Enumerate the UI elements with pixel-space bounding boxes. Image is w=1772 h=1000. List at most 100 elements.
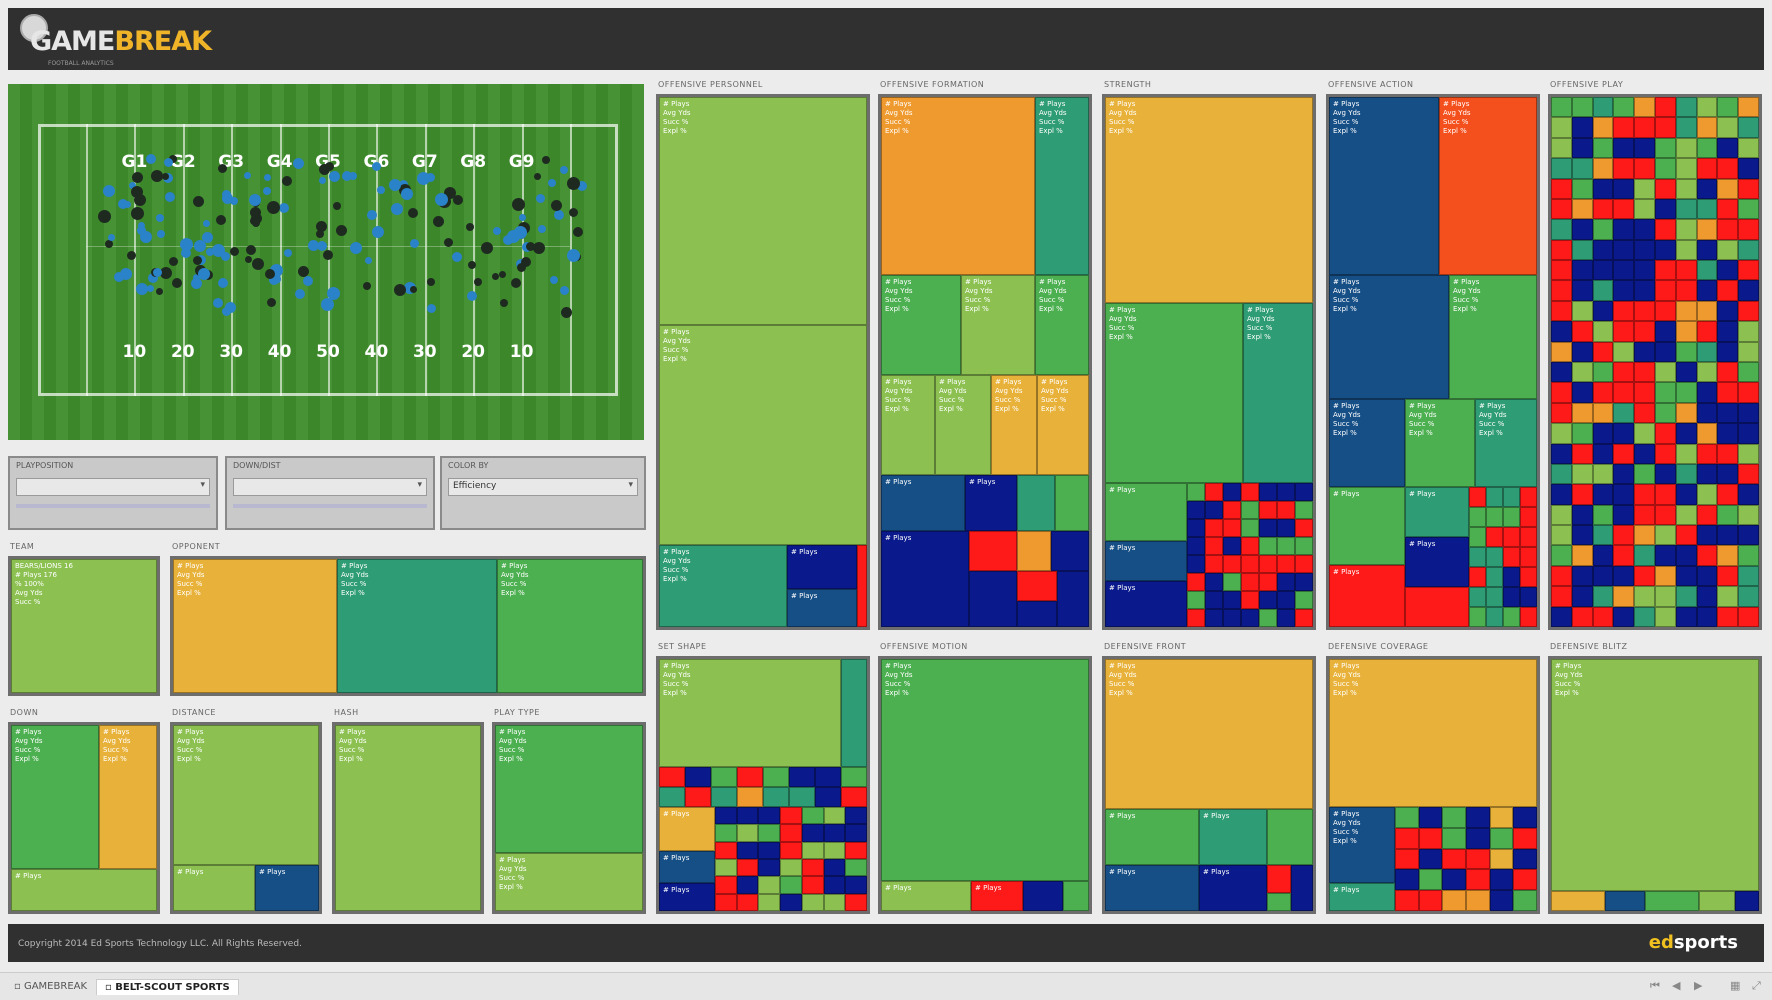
next-sheet-icon[interactable]: ▶ — [1694, 979, 1703, 992]
treemap-cell[interactable] — [1267, 809, 1313, 865]
treemap-cell[interactable] — [1613, 117, 1635, 138]
chevron-down-icon[interactable]: ▾ — [200, 480, 205, 490]
play-marker[interactable] — [569, 208, 578, 217]
chevron-down-icon[interactable]: ▾ — [628, 480, 633, 490]
play-marker[interactable] — [252, 258, 264, 270]
treemap-cell[interactable]: # Plays Avg Yds Succ % Expl % — [1551, 659, 1759, 891]
treemap-cell[interactable]: # Plays Avg Yds Succ % Expl % — [495, 853, 643, 911]
treemap-cell[interactable] — [736, 876, 759, 894]
treemap-cell[interactable]: BEARS/LIONS 16 # Plays 176 % 100% Avg Yd… — [11, 559, 157, 693]
treemap-cell[interactable] — [823, 893, 846, 911]
treemap-cell[interactable] — [1675, 382, 1697, 403]
treemap-cell[interactable] — [1696, 586, 1718, 607]
treemap-cell[interactable] — [789, 787, 815, 807]
play-marker[interactable] — [551, 200, 562, 211]
treemap-cell[interactable] — [1655, 137, 1676, 159]
treemap-cell[interactable] — [1738, 260, 1759, 281]
treemap-cell[interactable] — [1520, 547, 1537, 567]
play-marker[interactable] — [118, 199, 128, 209]
treemap-cell[interactable] — [1655, 321, 1676, 342]
treemap-cell[interactable] — [1489, 869, 1514, 891]
treemap-cell[interactable] — [1696, 423, 1718, 444]
treemap-cell[interactable]: # Plays — [1105, 809, 1199, 865]
treemap-cell[interactable] — [659, 787, 685, 807]
treemap-cell[interactable] — [1277, 573, 1295, 591]
treemap-cell[interactable] — [1551, 280, 1572, 301]
play-marker[interactable] — [507, 230, 520, 243]
treemap-cell[interactable]: # Plays Avg Yds Succ % Expl % — [1439, 97, 1537, 275]
treemap-cell[interactable] — [1442, 827, 1466, 849]
treemap-cell[interactable] — [1551, 362, 1572, 383]
play-marker[interactable] — [394, 284, 406, 296]
treemap-cell[interactable] — [758, 824, 781, 842]
treemap-cell[interactable] — [1571, 260, 1593, 281]
treemap-cell[interactable] — [845, 824, 867, 842]
treemap-cell[interactable] — [736, 841, 759, 859]
play-marker[interactable] — [222, 193, 233, 204]
tab-gamebreak[interactable]: ▫ GAMEBREAK — [6, 979, 95, 994]
treemap-cell[interactable]: # Plays — [1105, 865, 1199, 911]
treemap-cell[interactable]: # Plays Avg Yds Succ % Expl % — [659, 659, 841, 767]
treemap-cell[interactable] — [1592, 423, 1614, 444]
treemap-cell[interactable] — [1241, 591, 1259, 609]
treemap-cell[interactable] — [685, 767, 711, 787]
treemap-cell[interactable] — [1634, 606, 1655, 627]
treemap-cell[interactable] — [1738, 423, 1759, 444]
treemap-cell[interactable] — [1675, 402, 1697, 424]
treemap-cell[interactable] — [1634, 443, 1655, 464]
treemap-cell[interactable]: # Plays Avg Yds Succ % Expl % — [659, 325, 867, 545]
treemap-cell[interactable] — [1696, 280, 1718, 301]
treemap-cell[interactable] — [1613, 504, 1635, 526]
treemap-cell[interactable]: # Plays Avg Yds Succ % Expl % — [1037, 375, 1089, 475]
treemap-cell[interactable] — [1259, 537, 1277, 555]
treemap-cell[interactable] — [1717, 606, 1739, 627]
treemap-cell[interactable] — [763, 767, 789, 787]
treemap-cell[interactable] — [1205, 519, 1223, 537]
treemap-cell[interactable] — [1223, 483, 1241, 501]
treemap-cell[interactable] — [1634, 158, 1655, 179]
treemap-cell[interactable] — [1655, 484, 1676, 505]
treemap-cell[interactable] — [1503, 507, 1520, 527]
treemap-cell[interactable] — [1655, 117, 1676, 138]
treemap-cell[interactable] — [1613, 280, 1635, 301]
play-marker[interactable] — [245, 256, 252, 263]
treemap-cell[interactable] — [1634, 484, 1655, 505]
play-marker[interactable] — [203, 220, 210, 227]
treemap-cell[interactable]: # Plays — [659, 807, 715, 851]
treemap-cell[interactable] — [1571, 300, 1593, 322]
treemap-cell[interactable] — [1241, 501, 1259, 519]
play-marker[interactable] — [127, 251, 136, 260]
treemap-cell[interactable]: # Plays Avg Yds Succ % Expl % — [991, 375, 1037, 475]
play-marker[interactable] — [538, 225, 546, 233]
treemap-cell[interactable] — [1696, 198, 1718, 220]
play-marker[interactable] — [500, 299, 508, 307]
play-marker[interactable] — [249, 194, 261, 206]
treemap-cell[interactable] — [1418, 848, 1443, 870]
treemap-cell[interactable] — [715, 859, 737, 877]
treemap-cell[interactable] — [1187, 519, 1205, 537]
treemap-cell[interactable] — [1634, 423, 1655, 444]
play-marker[interactable] — [263, 187, 271, 195]
treemap-cell[interactable] — [1017, 571, 1057, 601]
treemap-cell[interactable] — [1486, 487, 1503, 507]
treemap-cell[interactable] — [737, 787, 763, 807]
play-marker[interactable] — [108, 234, 115, 241]
play-marker[interactable] — [365, 257, 372, 264]
treemap-cell[interactable] — [1551, 341, 1572, 362]
treemap-cell[interactable] — [1655, 341, 1676, 362]
treemap-cell[interactable] — [1696, 484, 1718, 505]
treemap-cell[interactable] — [1017, 475, 1055, 531]
treemap-cell[interactable] — [1634, 525, 1655, 546]
treemap-cell[interactable]: # Plays — [1199, 865, 1267, 911]
treemap-cell[interactable] — [1418, 869, 1443, 891]
play-marker[interactable] — [160, 267, 172, 279]
treemap-cell[interactable] — [1738, 586, 1759, 607]
treemap-cell[interactable] — [1717, 402, 1739, 424]
treemap-cell[interactable] — [857, 545, 867, 627]
treemap-cell[interactable] — [1717, 484, 1739, 505]
treemap-cell[interactable] — [1655, 423, 1676, 444]
treemap-cell[interactable] — [1551, 565, 1572, 587]
treemap-cell[interactable]: # Plays — [1329, 883, 1395, 911]
treemap-cell[interactable] — [758, 859, 781, 877]
play-marker[interactable] — [317, 241, 327, 251]
